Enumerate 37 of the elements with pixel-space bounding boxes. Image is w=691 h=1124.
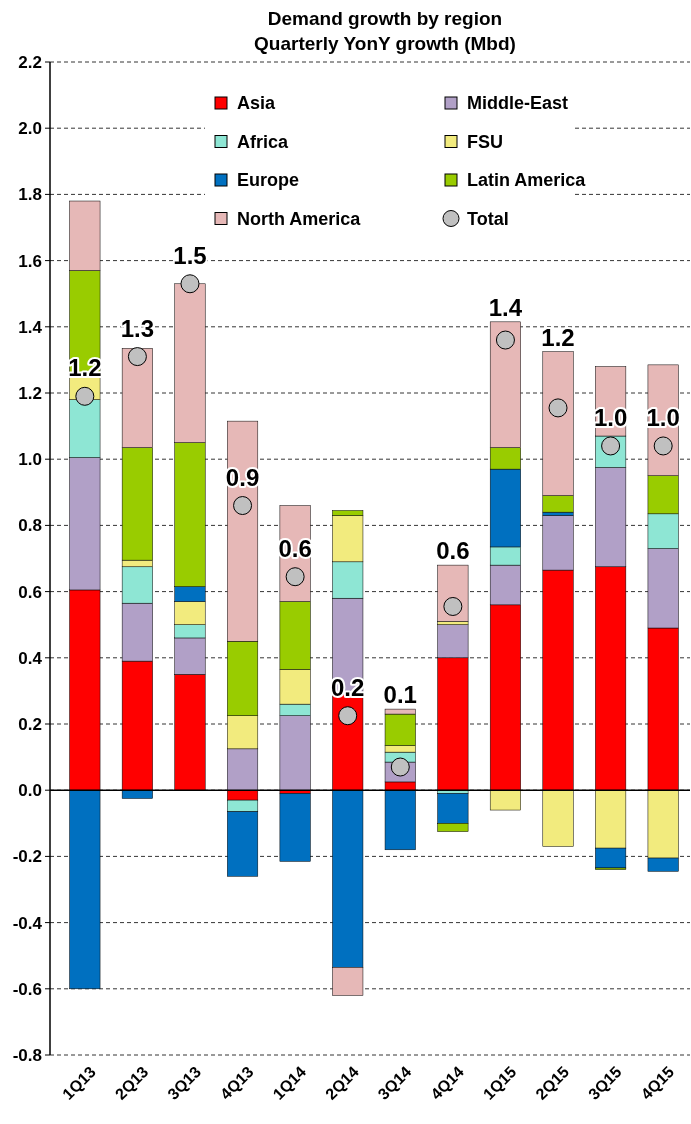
y-tick-label: 1.4 — [18, 317, 43, 337]
data-label: 0.6 — [436, 537, 470, 565]
data-label: 1.3 — [120, 314, 155, 342]
y-tick-label: 1.0 — [18, 450, 42, 470]
legend-label: Total — [467, 208, 509, 229]
data-label: 1.0 — [593, 403, 628, 431]
data-label: 0.6 — [278, 534, 312, 562]
chart-title: Demand growth by region — [267, 8, 503, 29]
y-tick-label: -0.4 — [12, 913, 43, 933]
y-tick-label: 1.8 — [18, 185, 42, 205]
y-tick-label: -0.2 — [12, 847, 42, 867]
data-label: 0.2 — [331, 673, 365, 701]
y-tick-label: 0.6 — [18, 582, 42, 602]
data-label: 0.9 — [225, 463, 260, 491]
y-tick-label: 0.2 — [18, 714, 42, 734]
legend-label: Latin America — [467, 170, 587, 191]
y-tick-label: 1.6 — [18, 251, 42, 271]
data-label: 1.5 — [173, 241, 207, 269]
chart-subtitle: Quarterly YonY growth (Mbd) — [254, 33, 516, 54]
y-tick-label: 1.2 — [18, 383, 42, 403]
legend-label: Middle-East — [467, 93, 569, 114]
y-tick-label: 2.0 — [18, 119, 42, 139]
data-label: 1.0 — [646, 403, 680, 431]
legend-label: North America — [237, 208, 362, 229]
y-tick-label: 0.8 — [18, 516, 42, 536]
y-tick-label: -0.6 — [12, 979, 42, 999]
data-label: 1.2 — [541, 323, 575, 351]
y-tick-label: 0.4 — [18, 648, 43, 668]
legend-label: FSU — [467, 131, 503, 152]
legend-label: Asia — [237, 93, 277, 114]
y-tick-label: -0.8 — [12, 1045, 42, 1065]
y-tick-label: 2.2 — [18, 52, 42, 72]
y-tick-label: 0.0 — [18, 781, 42, 801]
legend-label: Africa — [237, 131, 290, 152]
data-label: 0.1 — [383, 681, 417, 709]
data-label: 1.4 — [488, 293, 523, 321]
legend-label: Europe — [237, 170, 300, 191]
